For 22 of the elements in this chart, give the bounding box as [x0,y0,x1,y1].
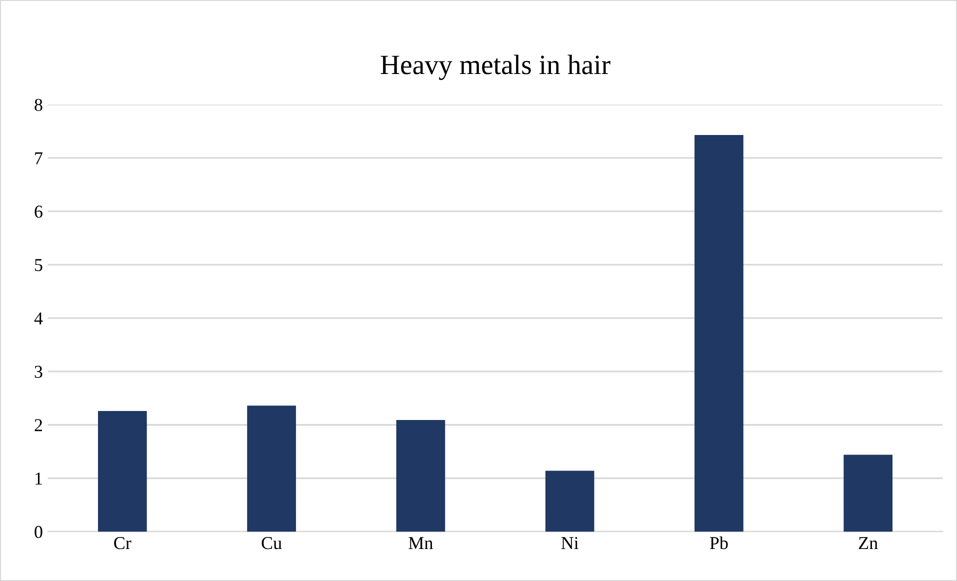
y-tick-label: 3 [34,366,42,378]
chart-title: Heavy metals in hair [380,54,610,80]
bar [844,454,892,532]
bar [694,134,744,532]
x-tick-label: Cu [262,537,282,550]
y-tick-label: 5 [35,259,42,272]
y-tick-label: 0 [34,526,42,538]
y-tick-label: 1 [36,472,42,484]
y-tick-label: 8 [34,98,42,112]
bar [545,470,594,532]
x-tick-label: Ni [561,537,578,550]
y-tick-label: 6 [34,206,42,218]
y-tick-label: 4 [34,312,43,324]
x-tick-label: Mn [408,537,433,550]
x-tick-label: Zn [858,537,878,550]
bar [247,406,296,532]
y-tick-label: 7 [35,152,42,164]
bar [396,420,446,532]
bar [98,410,147,532]
y-tick-label: 2 [34,419,42,432]
x-tick-label: Cr [114,537,132,550]
x-tick-label: Pb [710,536,728,550]
